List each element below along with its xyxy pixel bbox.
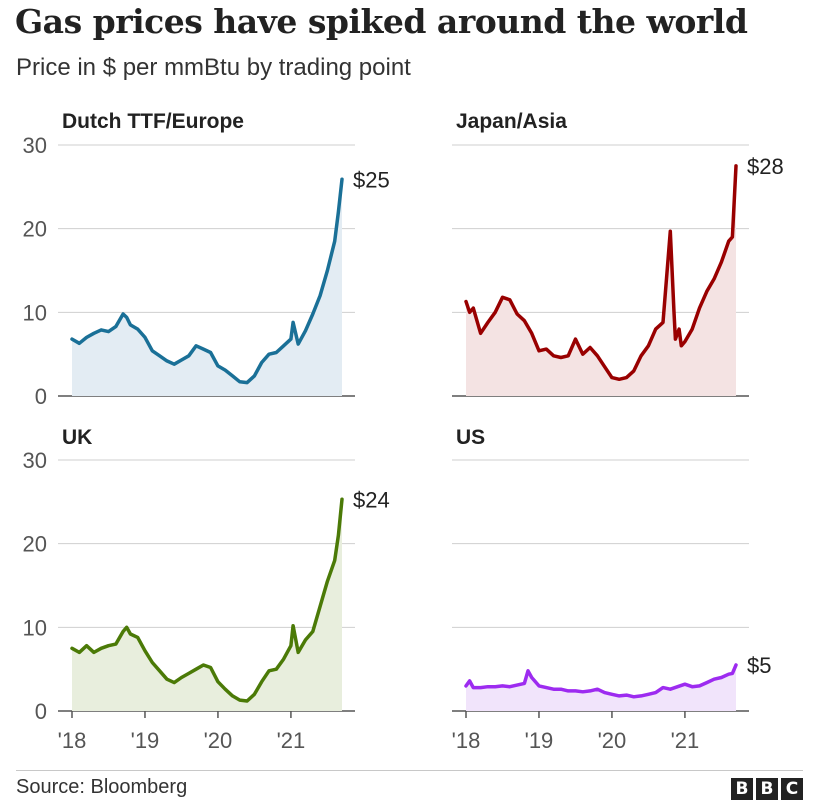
end-value-label: $24 (353, 487, 390, 512)
bbc-logo-letter: B (756, 778, 778, 800)
x-tick-label: '20 (204, 728, 233, 753)
series-line (464, 164, 738, 382)
series-area (72, 499, 342, 711)
chart-subtitle: Price in $ per mmBtu by trading point (16, 54, 411, 81)
end-value-label: $5 (747, 653, 771, 678)
end-value-label: $25 (353, 167, 390, 192)
x-tick-label: '18 (58, 728, 87, 753)
series-line (70, 177, 344, 385)
x-tick-label: '20 (598, 728, 627, 753)
series-line (70, 497, 344, 703)
x-tick-label: '19 (131, 728, 160, 753)
y-tick-label: 20 (23, 217, 47, 242)
y-tick-label: 10 (23, 615, 47, 640)
y-tick-label: 30 (23, 448, 47, 473)
y-tick-label: 0 (35, 384, 47, 409)
panel-title: UK (62, 426, 92, 449)
charts-area: Dutch TTF/Europe 0 10 20 30 $25 Japan/Asia $28 U… (23, 110, 784, 753)
bbc-logo: B B C (731, 778, 803, 800)
series-line (464, 663, 738, 699)
y-tick-label: 30 (23, 133, 47, 158)
bbc-logo-letter: B (731, 778, 753, 800)
series-area (72, 179, 342, 396)
y-tick-label: 20 (23, 532, 47, 557)
bbc-logo-letter: C (781, 778, 803, 800)
chart-title: Gas prices have spiked around the world (15, 2, 748, 41)
y-tick-label: 10 (23, 300, 47, 325)
x-tick-label: '19 (525, 728, 554, 753)
panel-title: Dutch TTF/Europe (62, 110, 244, 133)
x-tick-label: '18 (452, 728, 481, 753)
panel-title: Japan/Asia (456, 110, 567, 133)
footer-divider (16, 770, 803, 771)
panel-title: US (456, 426, 485, 449)
source-note: Source: Bloomberg (16, 776, 188, 798)
x-tick-label: '21 (277, 728, 306, 753)
y-tick-label: 0 (35, 699, 47, 724)
series-area (466, 665, 736, 711)
end-value-label: $28 (747, 154, 784, 179)
x-tick-label: '21 (671, 728, 700, 753)
